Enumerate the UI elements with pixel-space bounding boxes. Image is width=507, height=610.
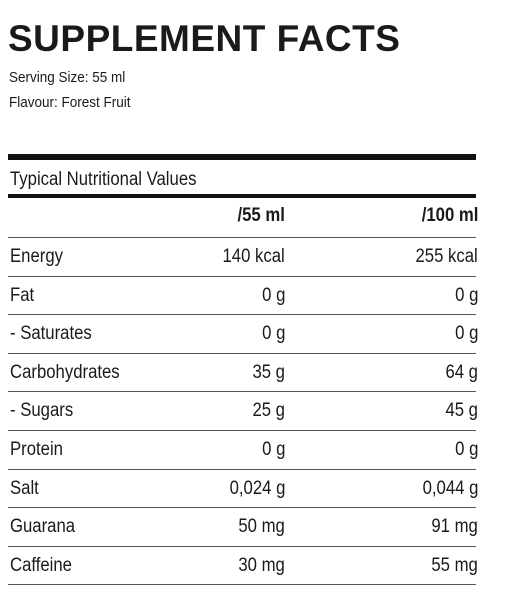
column-header: /55 ml [237, 205, 285, 226]
row-value: 0 g [454, 439, 478, 460]
row-value: 0 g [261, 323, 285, 345]
row-rule [8, 391, 476, 393]
row-label: Fat [10, 284, 35, 306]
row-value: 0 g [261, 439, 285, 460]
row-rule [8, 468, 476, 470]
row-value: 50 mg [238, 516, 285, 538]
row-rule [8, 584, 476, 586]
row-value: 91 mg [431, 516, 478, 538]
row-label: Caffeine [10, 554, 72, 576]
row-value: 64 g [445, 361, 478, 383]
row-value: 30 mg [238, 554, 285, 576]
row-label: Carbohydrates [10, 361, 120, 383]
row-rule [8, 275, 476, 277]
row-rule [8, 507, 476, 509]
title: SUPPLEMENT FACTS [8, 18, 401, 59]
row-value: 0,044 g [422, 477, 478, 499]
thick-rule [8, 154, 476, 160]
row-label: Guarana [10, 516, 76, 538]
row-value: 140 kcal [222, 246, 285, 267]
row-label: Protein [10, 439, 63, 460]
row-value: 35 g [252, 361, 285, 383]
row-rule [8, 545, 476, 547]
row-value: 55 mg [431, 554, 478, 576]
row-value: 45 g [445, 400, 478, 422]
row-value: 0 g [454, 284, 478, 306]
row-value: 0 g [454, 323, 478, 345]
row-label: Energy [10, 246, 63, 267]
row-value: 255 kcal [415, 246, 478, 267]
row-label: - Saturates [10, 323, 92, 345]
row-rule [8, 352, 476, 354]
row-label: - Sugars [10, 400, 74, 422]
caption: Typical Nutritional Values [10, 169, 197, 190]
row-value: 0,024 g [229, 477, 285, 499]
column-header: /100 ml [421, 205, 478, 226]
flavour: Flavour: Forest Fruit [9, 94, 131, 111]
row-value: 25 g [252, 400, 285, 422]
row-label: Salt [10, 477, 39, 499]
serving-size: Serving Size: 55 ml [9, 69, 126, 86]
row-rule [8, 237, 476, 238]
row-value: 0 g [261, 284, 285, 306]
row-rule [8, 430, 476, 431]
thick-rule [8, 194, 476, 198]
row-rule [8, 314, 476, 316]
